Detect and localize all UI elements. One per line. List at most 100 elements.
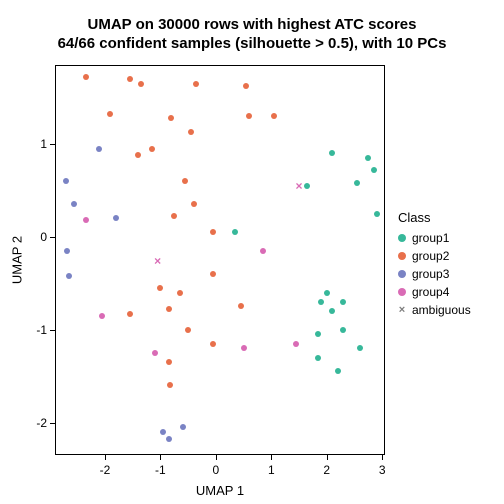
scatter-point — [71, 201, 77, 207]
scatter-point — [177, 290, 183, 296]
x-tick-label: 2 — [323, 463, 330, 477]
legend-item: group1 — [398, 229, 471, 247]
scatter-point — [238, 303, 244, 309]
legend-swatch-cross: × — [398, 306, 406, 314]
scatter-point — [293, 341, 299, 347]
legend-label: group2 — [412, 249, 449, 263]
x-tick-mark — [105, 455, 106, 460]
scatter-point — [64, 248, 70, 254]
scatter-point — [241, 345, 247, 351]
legend-label: group4 — [412, 285, 449, 299]
scatter-point — [210, 271, 216, 277]
x-tick-mark — [216, 455, 217, 460]
scatter-point — [324, 290, 330, 296]
scatter-point — [354, 180, 360, 186]
scatter-point — [135, 152, 141, 158]
plot-area — [55, 65, 385, 455]
scatter-point — [83, 74, 89, 80]
y-tick-mark — [50, 330, 55, 331]
x-tick-label: 3 — [379, 463, 386, 477]
legend-item: group4 — [398, 283, 471, 301]
scatter-point — [329, 308, 335, 314]
scatter-point — [315, 355, 321, 361]
scatter-point — [315, 331, 321, 337]
scatter-point — [180, 424, 186, 430]
legend: Class group1 group2 group3 group4 × ambiguous — [398, 210, 471, 319]
legend-swatch — [398, 270, 406, 278]
scatter-point-ambiguous: × — [154, 255, 161, 267]
scatter-point — [127, 311, 133, 317]
scatter-point — [318, 299, 324, 305]
legend-swatch — [398, 288, 406, 296]
scatter-point — [166, 306, 172, 312]
scatter-point — [260, 248, 266, 254]
scatter-point — [138, 81, 144, 87]
x-tick-label: 0 — [212, 463, 219, 477]
x-tick-label: -1 — [155, 463, 166, 477]
scatter-point — [210, 229, 216, 235]
legend-label: ambiguous — [412, 303, 471, 317]
scatter-point — [371, 167, 377, 173]
x-tick-mark — [382, 455, 383, 460]
scatter-point — [243, 83, 249, 89]
y-tick-mark — [50, 423, 55, 424]
scatter-point — [246, 113, 252, 119]
y-tick-label: 0 — [27, 230, 47, 244]
scatter-point — [340, 299, 346, 305]
chart-title-line2: 64/66 confident samples (silhouette > 0.… — [0, 35, 504, 52]
x-tick-mark — [160, 455, 161, 460]
scatter-point — [232, 229, 238, 235]
scatter-point — [304, 183, 310, 189]
scatter-point — [96, 146, 102, 152]
legend-label: group3 — [412, 267, 449, 281]
scatter-point — [329, 150, 335, 156]
scatter-point-ambiguous: × — [296, 180, 303, 192]
scatter-point — [99, 313, 105, 319]
scatter-point — [188, 129, 194, 135]
scatter-point — [166, 436, 172, 442]
scatter-point — [191, 201, 197, 207]
legend-label: group1 — [412, 231, 449, 245]
scatter-point — [157, 285, 163, 291]
scatter-point — [66, 273, 72, 279]
scatter-point — [340, 327, 346, 333]
scatter-point — [149, 146, 155, 152]
scatter-point — [168, 115, 174, 121]
legend-swatch — [398, 234, 406, 242]
legend-swatch — [398, 252, 406, 260]
x-tick-label: -2 — [100, 463, 111, 477]
scatter-point — [113, 215, 119, 221]
legend-item: group3 — [398, 265, 471, 283]
x-tick-mark — [327, 455, 328, 460]
scatter-point — [83, 217, 89, 223]
y-tick-label: -2 — [27, 416, 47, 430]
scatter-point — [160, 429, 166, 435]
scatter-point — [185, 327, 191, 333]
scatter-point — [171, 213, 177, 219]
scatter-point — [193, 81, 199, 87]
scatter-point — [152, 350, 158, 356]
y-tick-label: 1 — [27, 137, 47, 151]
legend-item: group2 — [398, 247, 471, 265]
y-tick-label: -1 — [27, 323, 47, 337]
legend-item: × ambiguous — [398, 301, 471, 319]
scatter-point — [271, 113, 277, 119]
scatter-point — [182, 178, 188, 184]
scatter-point — [127, 76, 133, 82]
chart-title-line1: UMAP on 30000 rows with highest ATC scor… — [0, 16, 504, 33]
scatter-point — [167, 382, 173, 388]
scatter-point — [374, 211, 380, 217]
y-tick-mark — [50, 237, 55, 238]
scatter-point — [210, 341, 216, 347]
x-axis-label: UMAP 1 — [190, 483, 250, 498]
scatter-point — [63, 178, 69, 184]
y-tick-mark — [50, 144, 55, 145]
y-axis-label: UMAP 2 — [10, 236, 25, 284]
legend-title: Class — [398, 210, 471, 225]
scatter-point — [335, 368, 341, 374]
scatter-point — [107, 111, 113, 117]
x-tick-mark — [271, 455, 272, 460]
scatter-point — [365, 155, 371, 161]
scatter-point — [166, 359, 172, 365]
x-tick-label: 1 — [268, 463, 275, 477]
